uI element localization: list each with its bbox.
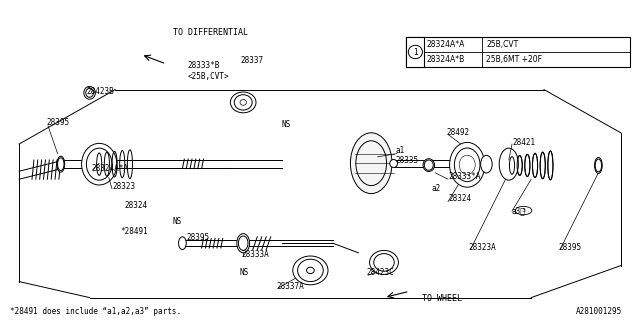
Text: NS: NS [282,120,291,129]
Ellipse shape [595,157,602,173]
Bar [406,37,630,67]
Ellipse shape [548,151,553,180]
Text: 28324A*A: 28324A*A [92,164,129,173]
Ellipse shape [540,152,545,179]
Ellipse shape [292,256,328,285]
Text: *28491 does include “a1,a2,a3” parts.: *28491 does include “a1,a2,a3” parts. [10,307,180,316]
Text: 28324A*B: 28324A*B [427,55,465,64]
Text: 28324: 28324 [448,194,471,203]
Text: 28337: 28337 [240,56,263,65]
Ellipse shape [370,251,399,275]
Ellipse shape [237,234,250,253]
Ellipse shape [82,143,117,185]
Text: 1: 1 [413,47,418,57]
Text: 28335: 28335 [396,156,419,165]
Ellipse shape [525,155,530,177]
Text: 3: 3 [522,208,525,213]
Ellipse shape [499,148,518,180]
Text: 28423B: 28423B [86,87,114,96]
Text: 28323A: 28323A [468,244,496,252]
Text: 28324A*A: 28324A*A [427,40,465,49]
Ellipse shape [517,156,522,175]
Text: 28324: 28324 [125,201,148,210]
Text: 28337A: 28337A [276,282,304,291]
Text: 28395: 28395 [559,244,582,252]
Text: 28323: 28323 [112,182,135,191]
Ellipse shape [509,157,515,174]
Text: 28423C: 28423C [366,268,394,277]
Text: TO DIFFERENTIAL: TO DIFFERENTIAL [173,28,248,36]
Ellipse shape [179,237,186,250]
Text: 28333A: 28333A [242,250,269,259]
Text: *28491: *28491 [120,228,148,236]
Text: 28395: 28395 [187,233,210,242]
Text: A281001295: A281001295 [576,307,622,316]
Text: a1: a1 [396,146,404,155]
Text: <25B,CVT>: <25B,CVT> [188,72,229,81]
Ellipse shape [351,133,392,194]
Text: 28492: 28492 [447,128,470,137]
Text: 25B,6MT +20F: 25B,6MT +20F [486,55,543,64]
Bar [406,37,424,67]
Ellipse shape [84,86,95,99]
Ellipse shape [390,160,397,168]
Text: 25B,CVT: 25B,CVT [486,40,518,49]
Ellipse shape [532,153,538,178]
Ellipse shape [230,92,256,113]
Text: TO WHEEL: TO WHEEL [422,294,463,303]
Text: a3ⓘ: a3ⓘ [512,206,526,215]
Ellipse shape [423,159,435,172]
Text: 28333*B: 28333*B [188,61,220,70]
Text: NS: NS [173,217,182,226]
Text: 28333*A: 28333*A [448,172,481,180]
Text: NS: NS [240,268,249,277]
Text: 28421: 28421 [512,138,535,147]
Ellipse shape [481,156,492,173]
Ellipse shape [57,156,65,172]
Text: a2: a2 [432,184,441,193]
Text: 28395: 28395 [46,118,69,127]
Ellipse shape [449,142,485,187]
